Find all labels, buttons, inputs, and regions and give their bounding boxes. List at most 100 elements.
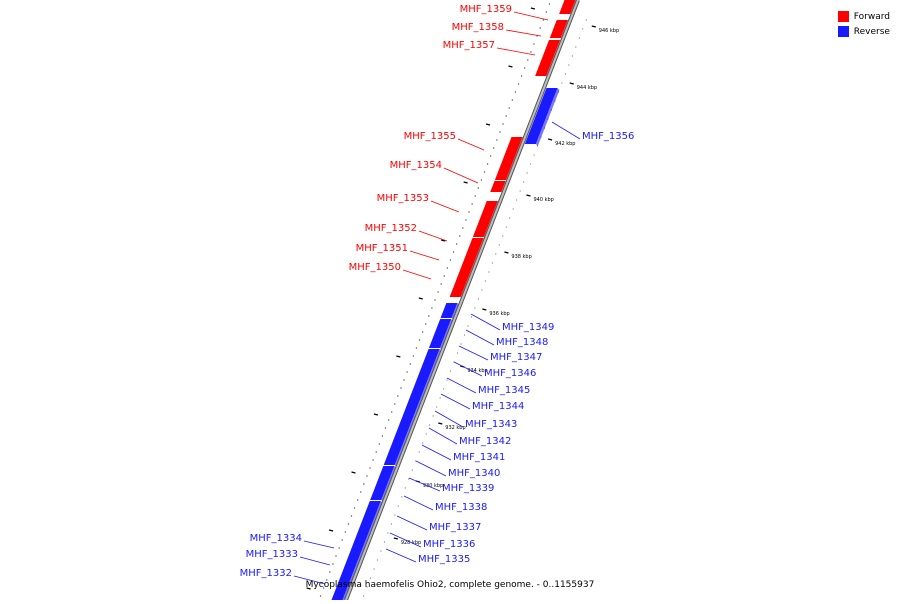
scale-dot <box>505 226 507 228</box>
scale-dot <box>353 507 356 509</box>
gene-box <box>440 303 458 318</box>
gene-label-mhf-1332: MHF_1332 <box>240 568 292 579</box>
scale-dash <box>418 297 423 300</box>
scale-dash <box>485 123 491 126</box>
gene-box <box>457 257 477 278</box>
scale-dot <box>383 541 386 543</box>
scale-dot <box>524 67 526 69</box>
scale-dot <box>530 51 532 53</box>
gene-box <box>535 58 554 76</box>
scale-dot <box>372 459 374 461</box>
scale-dash <box>306 587 311 590</box>
gene-label-mhf-1356: MHF_1356 <box>582 131 634 142</box>
scale-dot <box>456 352 459 354</box>
scale-dot <box>542 19 544 21</box>
scale-dot <box>474 307 476 309</box>
scale-dot <box>404 487 406 489</box>
gene-box <box>416 365 434 381</box>
leader-line <box>453 361 483 377</box>
leader-line <box>428 427 458 445</box>
scale-tick-label: 942 kbp <box>555 141 575 147</box>
scale-dot <box>446 267 449 269</box>
scale-dot <box>344 531 346 533</box>
gene-label-mhf-1345: MHF_1345 <box>478 385 530 396</box>
scale-dot <box>493 147 495 149</box>
scale-dot <box>533 43 535 45</box>
scale-dot <box>397 395 399 397</box>
scale-dot <box>498 244 500 246</box>
scale-dot <box>471 203 473 205</box>
scale-dot <box>511 99 514 101</box>
scale-tick-label: 936 kbp <box>489 311 509 317</box>
scale-dot <box>394 403 396 405</box>
gene-box <box>396 414 415 432</box>
scale-dot <box>548 3 551 5</box>
scale-dot <box>459 235 461 237</box>
leader-line <box>446 377 477 394</box>
leader-line <box>303 540 335 549</box>
scale-dot <box>390 523 392 525</box>
gene-box <box>370 482 389 500</box>
leader-line <box>513 11 549 21</box>
gene-label-mhf-1351: MHF_1351 <box>356 243 408 254</box>
scale-dot <box>483 171 486 173</box>
scale-dot <box>363 483 365 485</box>
gene-box <box>389 432 408 449</box>
scale-dot <box>564 73 566 75</box>
gene-label-mhf-1333: MHF_1333 <box>246 549 298 560</box>
scale-dot <box>390 411 393 413</box>
scale-dot <box>400 387 402 389</box>
leader-line <box>408 477 441 492</box>
scale-dot <box>437 291 439 293</box>
gene-label-mhf-1339: MHF_1339 <box>442 483 494 494</box>
scale-tick <box>526 194 531 197</box>
leader-line <box>415 460 447 477</box>
scale-dot <box>512 208 514 210</box>
scale-dot <box>529 163 532 165</box>
gene-box <box>331 584 349 600</box>
leader-line <box>551 121 581 140</box>
scale-dot <box>332 563 334 565</box>
scale-dot <box>575 46 577 48</box>
scale-dot <box>335 555 337 557</box>
scale-dot <box>467 325 469 327</box>
leader-line <box>396 515 428 531</box>
gene-label-mhf-1348: MHF_1348 <box>496 337 548 348</box>
gene-label-mhf-1342: MHF_1342 <box>459 436 511 447</box>
scale-dot <box>455 243 458 245</box>
scale-dot <box>571 55 573 57</box>
gene-box <box>403 398 421 414</box>
scale-dot <box>495 253 497 255</box>
genome-caption: Mycoplasma haemofelis Ohio2, complete ge… <box>305 580 595 590</box>
scale-dot <box>491 262 493 264</box>
scale-dot <box>338 547 340 549</box>
scale-dot <box>350 515 353 517</box>
scale-dot <box>582 28 584 30</box>
leader-line <box>470 313 501 331</box>
scale-dot <box>408 478 410 480</box>
scale-dot <box>460 343 462 345</box>
gene-box <box>343 552 362 568</box>
scale-tick-label: 934 kbp <box>467 368 487 374</box>
gene-box <box>472 201 498 237</box>
scale-dot <box>366 475 368 477</box>
scale-tick <box>438 422 443 425</box>
scale-dot <box>502 235 504 237</box>
scale-dot <box>545 11 548 13</box>
gene-box <box>524 88 558 144</box>
scale-dot <box>436 406 438 408</box>
scale-dot <box>376 559 379 561</box>
scale-dash <box>328 529 334 532</box>
scale-dot <box>449 259 452 261</box>
scale-dot <box>514 91 517 93</box>
gene-label-mhf-1344: MHF_1344 <box>472 401 524 412</box>
scale-ticks: 946 kbp 944 kbp 942 kbp 940 kbp 938 kbp 936 k… <box>393 25 619 546</box>
gene-box <box>422 349 440 365</box>
scale-dash <box>396 355 401 358</box>
scale-dot <box>533 154 535 156</box>
gene-label-mhf-1350: MHF_1350 <box>349 262 401 273</box>
scale-dot <box>527 59 529 61</box>
scale-dot <box>499 131 501 133</box>
